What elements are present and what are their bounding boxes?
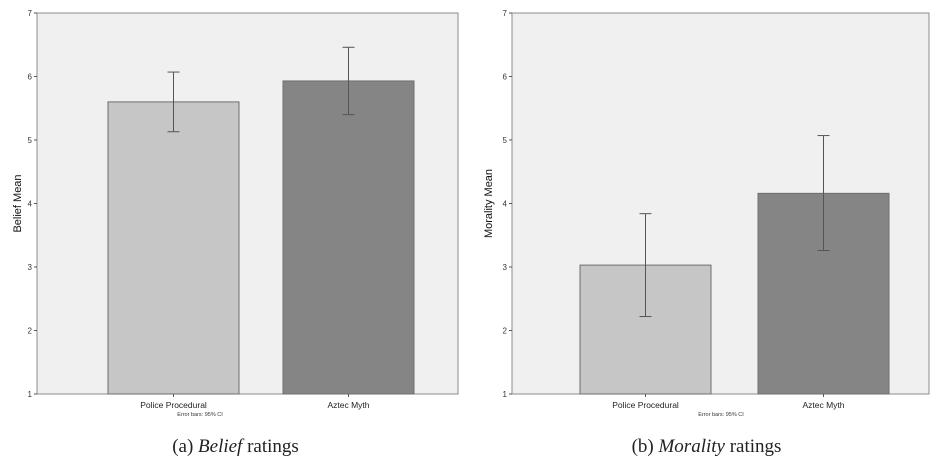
belief-error-bar-note: Error bars: 95% CI <box>177 412 223 418</box>
morality-ytick-label: 2 <box>503 327 508 336</box>
panel-belief: 1 2 3 4 5 6 7 Belief Mean Police Procedural Aztec… <box>0 9 471 458</box>
belief-ytick-label: 2 <box>28 327 33 336</box>
belief-ytick-label: 6 <box>28 73 33 82</box>
belief-chart: 1 2 3 4 5 6 7 Belief Mean Police Procedural Aztec… <box>12 9 459 418</box>
morality-ytick-label: 5 <box>503 136 508 145</box>
belief-y-axis-label: Belief Mean <box>12 174 24 232</box>
morality-category-label: Aztec Myth <box>802 400 844 410</box>
morality-category-label: Police Procedural <box>612 400 679 410</box>
belief-bar <box>107 101 240 395</box>
belief-caption-italic: Belief <box>198 436 243 457</box>
morality-chart: 1 2 3 4 5 6 7 Morality Mean Police Procedural Azt… <box>483 9 930 418</box>
belief-bar <box>282 80 415 395</box>
morality-caption-italic: Morality <box>658 436 725 457</box>
morality-y-axis-label: Morality Mean <box>483 169 495 238</box>
belief-category-label: Police Procedural <box>140 400 207 410</box>
belief-category-label: Aztec Myth <box>327 400 369 410</box>
morality-error-bar-note: Error bars: 95% CI <box>698 412 744 418</box>
morality-ytick-label: 1 <box>503 390 508 399</box>
belief-ytick-label: 5 <box>28 136 33 145</box>
belief-ytick-label: 1 <box>28 390 33 399</box>
panel-morality: 1 2 3 4 5 6 7 Morality Mean Police Procedural Azt… <box>471 0 942 464</box>
belief-ytick-label: 4 <box>28 200 33 209</box>
morality-ytick-label: 3 <box>503 263 508 272</box>
morality-caption-prefix: (b) <box>631 436 654 457</box>
morality-caption-suffix: ratings <box>729 436 782 457</box>
belief-ytick-label: 3 <box>28 263 33 272</box>
morality-caption: (b) Morality ratings <box>471 436 942 458</box>
morality-ytick-label: 4 <box>503 200 508 209</box>
belief-caption-prefix: (a) <box>172 436 194 457</box>
belief-ytick-label: 7 <box>28 9 33 18</box>
morality-ytick-label: 6 <box>503 73 508 82</box>
morality-ytick-label: 7 <box>503 9 508 18</box>
belief-caption-suffix: ratings <box>247 436 299 457</box>
belief-caption: (a) Belief ratings <box>0 436 471 458</box>
